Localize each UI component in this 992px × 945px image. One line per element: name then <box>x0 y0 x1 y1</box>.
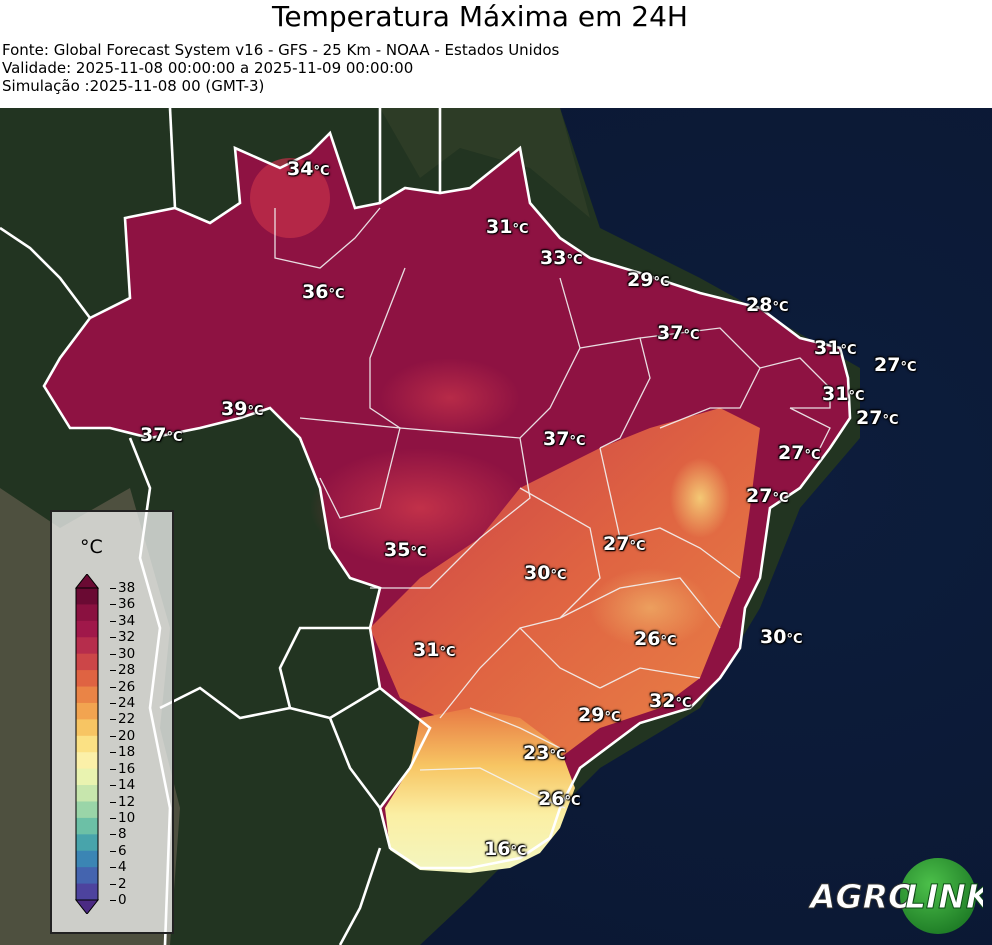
legend-colorbar <box>74 574 100 914</box>
heat-patch <box>310 448 530 568</box>
legend-color-step <box>76 867 98 885</box>
heat-patch <box>380 358 520 438</box>
temp-label: 26°C <box>538 788 581 810</box>
temp-label: 30°C <box>760 626 803 648</box>
legend-tick-label: 32 <box>109 629 136 646</box>
temp-label: 37°C <box>657 322 700 344</box>
temp-label: 27°C <box>603 533 646 555</box>
legend-tick-label: 20 <box>109 727 136 744</box>
temp-label: 29°C <box>627 269 670 291</box>
northern-land <box>380 108 590 218</box>
legend-color-step <box>76 817 98 835</box>
legend-tick-label: 24 <box>109 694 136 711</box>
pale-patch <box>670 458 730 538</box>
temp-label: 31°C <box>413 639 456 661</box>
agrolink-logo: AGRO LINK <box>808 858 983 934</box>
legend-color-step <box>76 686 98 704</box>
legend-color-step <box>76 768 98 786</box>
heat-patch <box>250 158 330 238</box>
legend-tick-label: 10 <box>109 809 136 826</box>
legend-color-step <box>76 653 98 671</box>
legend-tick-label: 4 <box>110 859 127 876</box>
temp-label: 27°C <box>856 407 899 429</box>
legend-tick-label: 22 <box>109 711 136 728</box>
source-line: Fonte: Global Forecast System v16 - GFS … <box>2 41 560 59</box>
legend-color-step <box>76 604 98 622</box>
temp-label: 23°C <box>523 742 566 764</box>
color-legend: °C 38 36 34 32 30 28 26 24 22 20 18 16 14 12 10 8 6 4 2 0 <box>50 510 174 934</box>
logo-globe <box>900 858 976 934</box>
temp-label: 32°C <box>649 690 692 712</box>
temp-label: 27°C <box>746 485 789 507</box>
legend-tick-label: 2 <box>110 875 127 892</box>
state-borders <box>274 207 831 809</box>
legend-color-step <box>76 637 98 655</box>
legend-tick-label: 38 <box>109 580 136 596</box>
legend-color-step <box>76 834 98 852</box>
temp-label: 35°C <box>384 539 427 561</box>
temp-label: 31°C <box>822 383 865 405</box>
legend-max-arrow <box>74 574 100 589</box>
legend-tick-label: 28 <box>109 662 136 679</box>
temp-label: 31°C <box>486 216 529 238</box>
legend-color-step <box>76 702 98 720</box>
legend-outline <box>75 587 99 901</box>
temperature-map <box>0 108 992 945</box>
simulation-line: Simulação :2025-11-08 00 (GMT-3) <box>2 77 265 95</box>
legend-tick-label: 6 <box>110 842 127 859</box>
legend-color-step <box>76 785 98 802</box>
legend-tick-label: 12 <box>109 793 136 810</box>
validity-line: Validade: 2025-11-08 00:00:00 a 2025-11-… <box>2 59 414 77</box>
temp-label: 36°C <box>302 281 345 303</box>
temp-label: 26°C <box>634 628 677 650</box>
legend-color-step <box>76 670 98 688</box>
temp-label: 29°C <box>578 704 621 726</box>
legend-color-step <box>76 850 98 868</box>
legend-tick-label: 14 <box>109 777 136 794</box>
legend-tick-label: 8 <box>110 826 127 843</box>
legend-tick-label: 36 <box>109 596 136 613</box>
legend-min-arrow <box>74 899 100 914</box>
legend-tick-label: 26 <box>109 678 136 695</box>
legend-color-step <box>76 735 98 753</box>
legend-tick-label: 30 <box>109 645 136 662</box>
logo-text-agro: AGRO <box>808 877 916 916</box>
temp-label: 30°C <box>524 562 567 584</box>
south-zone <box>385 708 575 873</box>
legend-color-step <box>76 719 98 737</box>
temp-label: 37°C <box>543 428 586 450</box>
legend-tick-label: 16 <box>109 760 136 777</box>
legend-color-step <box>76 752 98 770</box>
legend-tick-label: 0 <box>110 892 127 908</box>
map-title: Temperatura Máxima em 24H <box>272 0 688 33</box>
temp-label: 27°C <box>874 354 917 376</box>
legend-color-step <box>76 883 98 901</box>
southeast-zone <box>370 408 760 758</box>
legend-tick-label: 34 <box>109 612 136 629</box>
legend-tick-label: 18 <box>109 744 136 761</box>
temp-label: 16°C <box>484 838 527 860</box>
legend-color-step <box>76 801 98 819</box>
temp-label: 39°C <box>221 398 264 420</box>
logo-text-link: LINK <box>905 877 983 916</box>
temp-label: 31°C <box>814 337 857 359</box>
legend-color-step <box>76 620 98 638</box>
temp-label: 27°C <box>778 442 821 464</box>
legend-color-step <box>76 588 98 605</box>
temp-label: 33°C <box>540 247 583 269</box>
temp-label: 37°C <box>140 424 183 446</box>
temp-label: 28°C <box>746 294 789 316</box>
temp-label: 34°C <box>287 158 330 180</box>
legend-unit: °C <box>80 536 103 558</box>
